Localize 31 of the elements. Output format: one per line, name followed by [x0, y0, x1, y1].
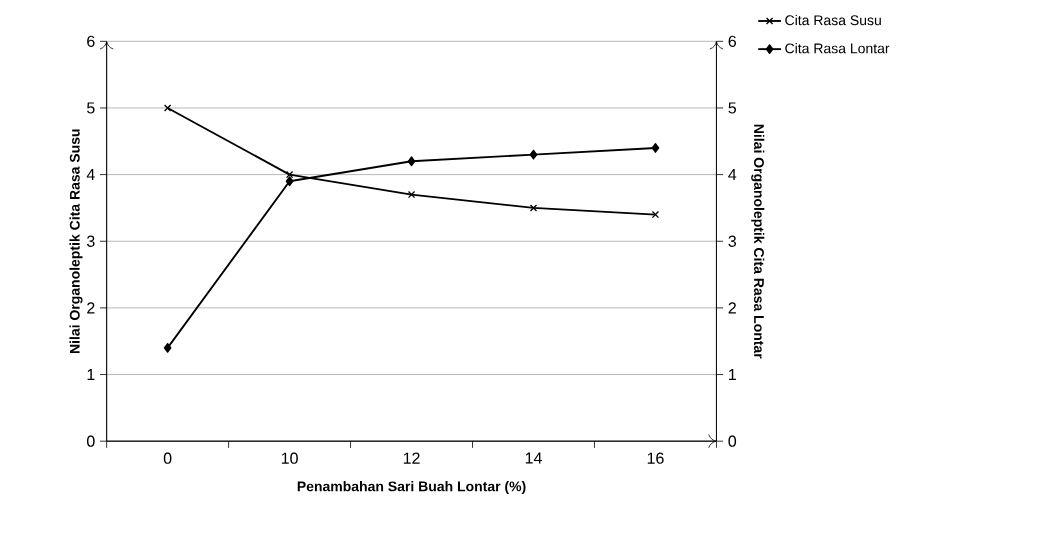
- x-tick-label: 10: [281, 452, 298, 464]
- y-axis-title: Nilai Organoleptik Cita Rasa Susu: [69, 129, 83, 353]
- y-tick-label: 6: [87, 35, 95, 47]
- point: [285, 176, 294, 186]
- y2-tick-label: 6: [728, 35, 737, 47]
- y2-tick-label: 1: [729, 368, 736, 380]
- x-tick-label: 14: [525, 452, 542, 464]
- x-tick-label: 0: [163, 452, 172, 464]
- point: [651, 142, 660, 153]
- y2-axis-title: Nilai Organoleptik Cita Rasa Lontar: [751, 124, 765, 359]
- legend-label: Cita Rasa Lontar: [785, 42, 890, 54]
- y-tick-label: 5: [87, 102, 95, 114]
- x-axis-title: Penambahan Sari Buah Lontar (%): [297, 480, 526, 494]
- y-tick-label: 4: [86, 168, 95, 180]
- legend-label: Cita Rasa Susu: [785, 14, 881, 25]
- x-tick-label: 16: [647, 452, 664, 464]
- y-tick-label: 2: [87, 302, 95, 314]
- y2-tick-label: 2: [728, 302, 736, 314]
- y2-tick-label: 0: [728, 435, 737, 447]
- y-tick-label: 3: [86, 235, 95, 247]
- point: [163, 342, 172, 353]
- y-tick-label: 1: [87, 368, 95, 380]
- y2-tick-label: 3: [728, 235, 737, 247]
- point: [163, 104, 172, 112]
- point: [407, 156, 416, 166]
- point: [529, 149, 538, 160]
- y2-tick-label: 4: [728, 168, 737, 180]
- x-tick-label: 12: [403, 452, 420, 464]
- y-tick-label: 0: [87, 435, 95, 447]
- y2-tick-label: 5: [728, 102, 737, 114]
- point: [529, 204, 538, 212]
